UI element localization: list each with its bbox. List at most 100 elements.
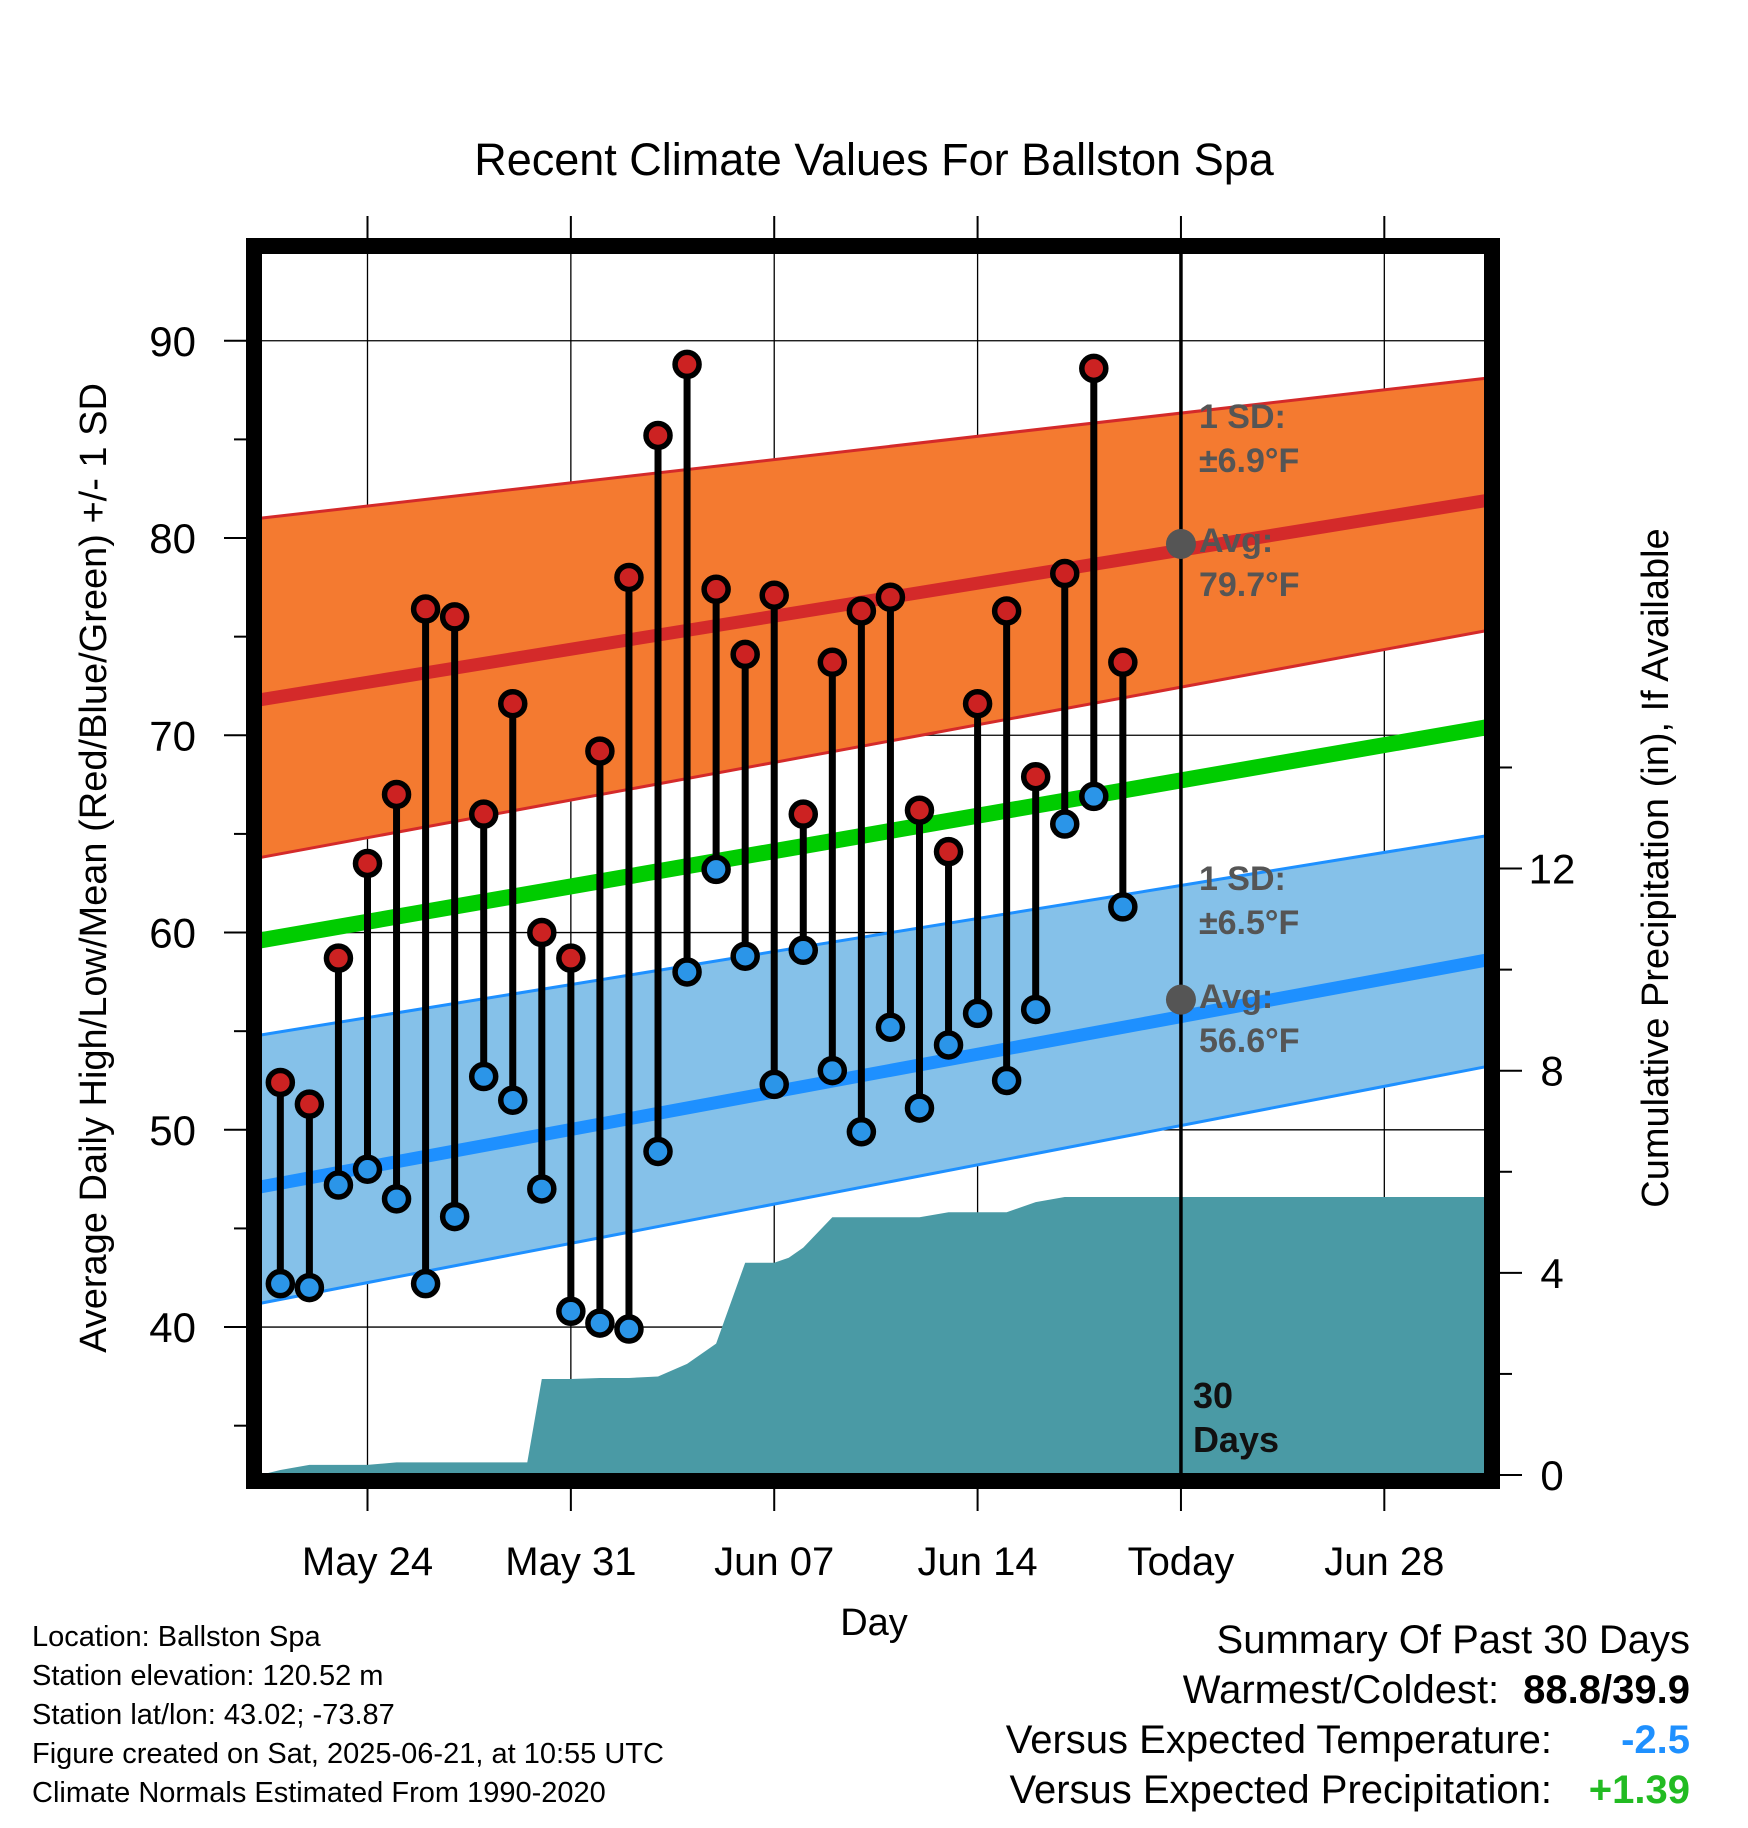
- annotation-value: 56.6°F: [1199, 1022, 1300, 1060]
- annotation-label: 1 SD:: [1199, 860, 1286, 898]
- y-tick-label: 90: [149, 318, 196, 365]
- daily-low-point: [701, 854, 731, 885]
- daily-high-point: [614, 562, 644, 593]
- daily-low-point: [381, 1184, 412, 1214]
- daily-high-point: [585, 736, 615, 766]
- warm-cold-row: Warmest/Coldest: 88.8/39.9: [1006, 1665, 1690, 1715]
- daily-low-point: [962, 998, 993, 1029]
- daily-high-point: [1079, 353, 1109, 384]
- station-latlon: Station lat/lon: 43.02; -73.87: [32, 1699, 395, 1731]
- daily-high-point: [962, 688, 993, 719]
- annotation-value: ±6.5°F: [1199, 904, 1299, 942]
- daily-low-point: [498, 1085, 528, 1115]
- figure-created: Figure created on Sat, 2025-06-21, at 10…: [32, 1738, 664, 1770]
- today-normal-low-marker: [1165, 984, 1196, 1015]
- daily-high-point: [1049, 558, 1080, 589]
- x-axis-label: Day: [840, 1602, 908, 1644]
- normal-low-band-lower-edge: [259, 1065, 1487, 1305]
- y-tick-label: 80: [149, 515, 196, 562]
- y2-tick-label: 12: [1529, 846, 1576, 893]
- daily-high-point: [294, 1089, 325, 1119]
- daily-high-point: [846, 596, 877, 626]
- annotation-label: 1 SD:: [1199, 398, 1286, 436]
- precip-departure-row: Versus Expected Precipitation: +1.39: [1006, 1765, 1690, 1815]
- daily-low-point: [904, 1093, 935, 1123]
- daily-high-point: [701, 574, 731, 605]
- normal-high-band-lower-edge: [259, 629, 1487, 860]
- daily-low-point: [643, 1136, 673, 1167]
- station-elevation: Station elevation: 120.52 m: [32, 1660, 384, 1692]
- warm-cold-label: Warmest/Coldest:: [1182, 1668, 1500, 1712]
- daily-high-point: [991, 596, 1022, 626]
- y2-tick-label: 0: [1540, 1452, 1563, 1499]
- daily-high-point: [672, 349, 702, 380]
- station-info: Location: Ballston Spa Station elevation…: [32, 1618, 664, 1813]
- annotation-label: Avg:: [1199, 522, 1273, 560]
- daily-high-point: [265, 1067, 296, 1098]
- y2-axis-label: Cumulative Precipitation (in), If Availa…: [1635, 528, 1677, 1207]
- summary-title: Summary Of Past 30 Days: [1216, 1618, 1690, 1662]
- daily-low-point: [410, 1268, 441, 1299]
- daily-low-point: [323, 1170, 354, 1200]
- y-tick-label: 60: [149, 910, 196, 957]
- daily-low-point: [672, 957, 702, 987]
- normal-mean-line: [258, 719, 1488, 949]
- y-axis-ticks: 40 50 60 70 80 90: [149, 318, 246, 1427]
- today-normal-high-marker: [1165, 528, 1196, 559]
- daily-low-point: [1079, 781, 1109, 812]
- daily-high-point: [759, 580, 789, 610]
- days-count-label: 30: [1193, 1375, 1233, 1416]
- daily-low-point: [527, 1174, 557, 1204]
- normal-low-band-upper-edge: [259, 834, 1487, 1037]
- climate-normals-period: Climate Normals Estimated From 1990-2020: [32, 1777, 606, 1809]
- y2-tick-label: 8: [1540, 1048, 1563, 1095]
- daily-low-point: [933, 1030, 964, 1060]
- temp-departure-value: -2.5: [1621, 1718, 1690, 1762]
- daily-low-point: [294, 1272, 325, 1303]
- temp-departure-label: Versus Expected Temperature:: [1005, 1718, 1552, 1762]
- x-tick-label: Jun 28: [1324, 1540, 1444, 1584]
- daily-low-point: [730, 941, 760, 971]
- daily-high-point: [381, 779, 412, 810]
- daily-high-point: [498, 688, 528, 719]
- x-tick-label: Jun 07: [714, 1540, 834, 1584]
- plot-frame: [246, 238, 1500, 1489]
- daily-high-point: [1108, 647, 1138, 678]
- daily-low-point: [614, 1314, 644, 1344]
- daily-high-point: [875, 582, 906, 612]
- temp-departure-row: Versus Expected Temperature: -2.5: [1006, 1715, 1690, 1765]
- annotation-value: ±6.9°F: [1199, 442, 1299, 480]
- plot-area: 1 SD: ±6.9°F Avg: 79.7°F 1 SD: ±6.5°F Avg: 56.6…: [246, 238, 1500, 1489]
- daily-high-point: [468, 799, 499, 829]
- daily-high-point: [556, 943, 586, 973]
- summary-panel: Summary Of Past 30 Days Warmest/Coldest:…: [1006, 1615, 1690, 1815]
- daily-high-point: [352, 848, 383, 879]
- daily-low-point: [585, 1308, 615, 1338]
- x-axis-ticks: May 24 May 31 Jun 07 Jun 14 Today Jun 28: [302, 216, 1444, 1584]
- daily-low-point: [846, 1117, 877, 1147]
- normal-high-line: [258, 494, 1488, 707]
- x-tick-label: May 24: [302, 1540, 433, 1584]
- daily-high-point: [933, 836, 964, 867]
- daily-low-point: [1108, 892, 1138, 922]
- daily-low-point: [352, 1154, 383, 1184]
- daily-low-point: [1049, 809, 1080, 839]
- daily-low-point: [788, 935, 819, 966]
- daily-low-point: [817, 1055, 848, 1086]
- x-tick-label: May 31: [505, 1540, 636, 1584]
- days-text-label: Days: [1193, 1419, 1279, 1460]
- precip-departure-label: Versus Expected Precipitation:: [1009, 1768, 1552, 1812]
- daily-low-point: [265, 1268, 296, 1299]
- location-name: Location: Ballston Spa: [32, 1621, 321, 1653]
- y-tick-label: 40: [149, 1304, 196, 1351]
- daily-high-point: [904, 795, 935, 825]
- daily-high-point: [1020, 761, 1051, 792]
- y2-tick-label: 4: [1540, 1250, 1563, 1297]
- precip-departure-value: +1.39: [1588, 1768, 1690, 1812]
- daily-low-point: [875, 1012, 906, 1042]
- x-tick-label: Today: [1128, 1540, 1235, 1584]
- y-tick-label: 70: [149, 712, 196, 759]
- daily-high-point: [817, 647, 848, 678]
- daily-low-point: [439, 1201, 470, 1232]
